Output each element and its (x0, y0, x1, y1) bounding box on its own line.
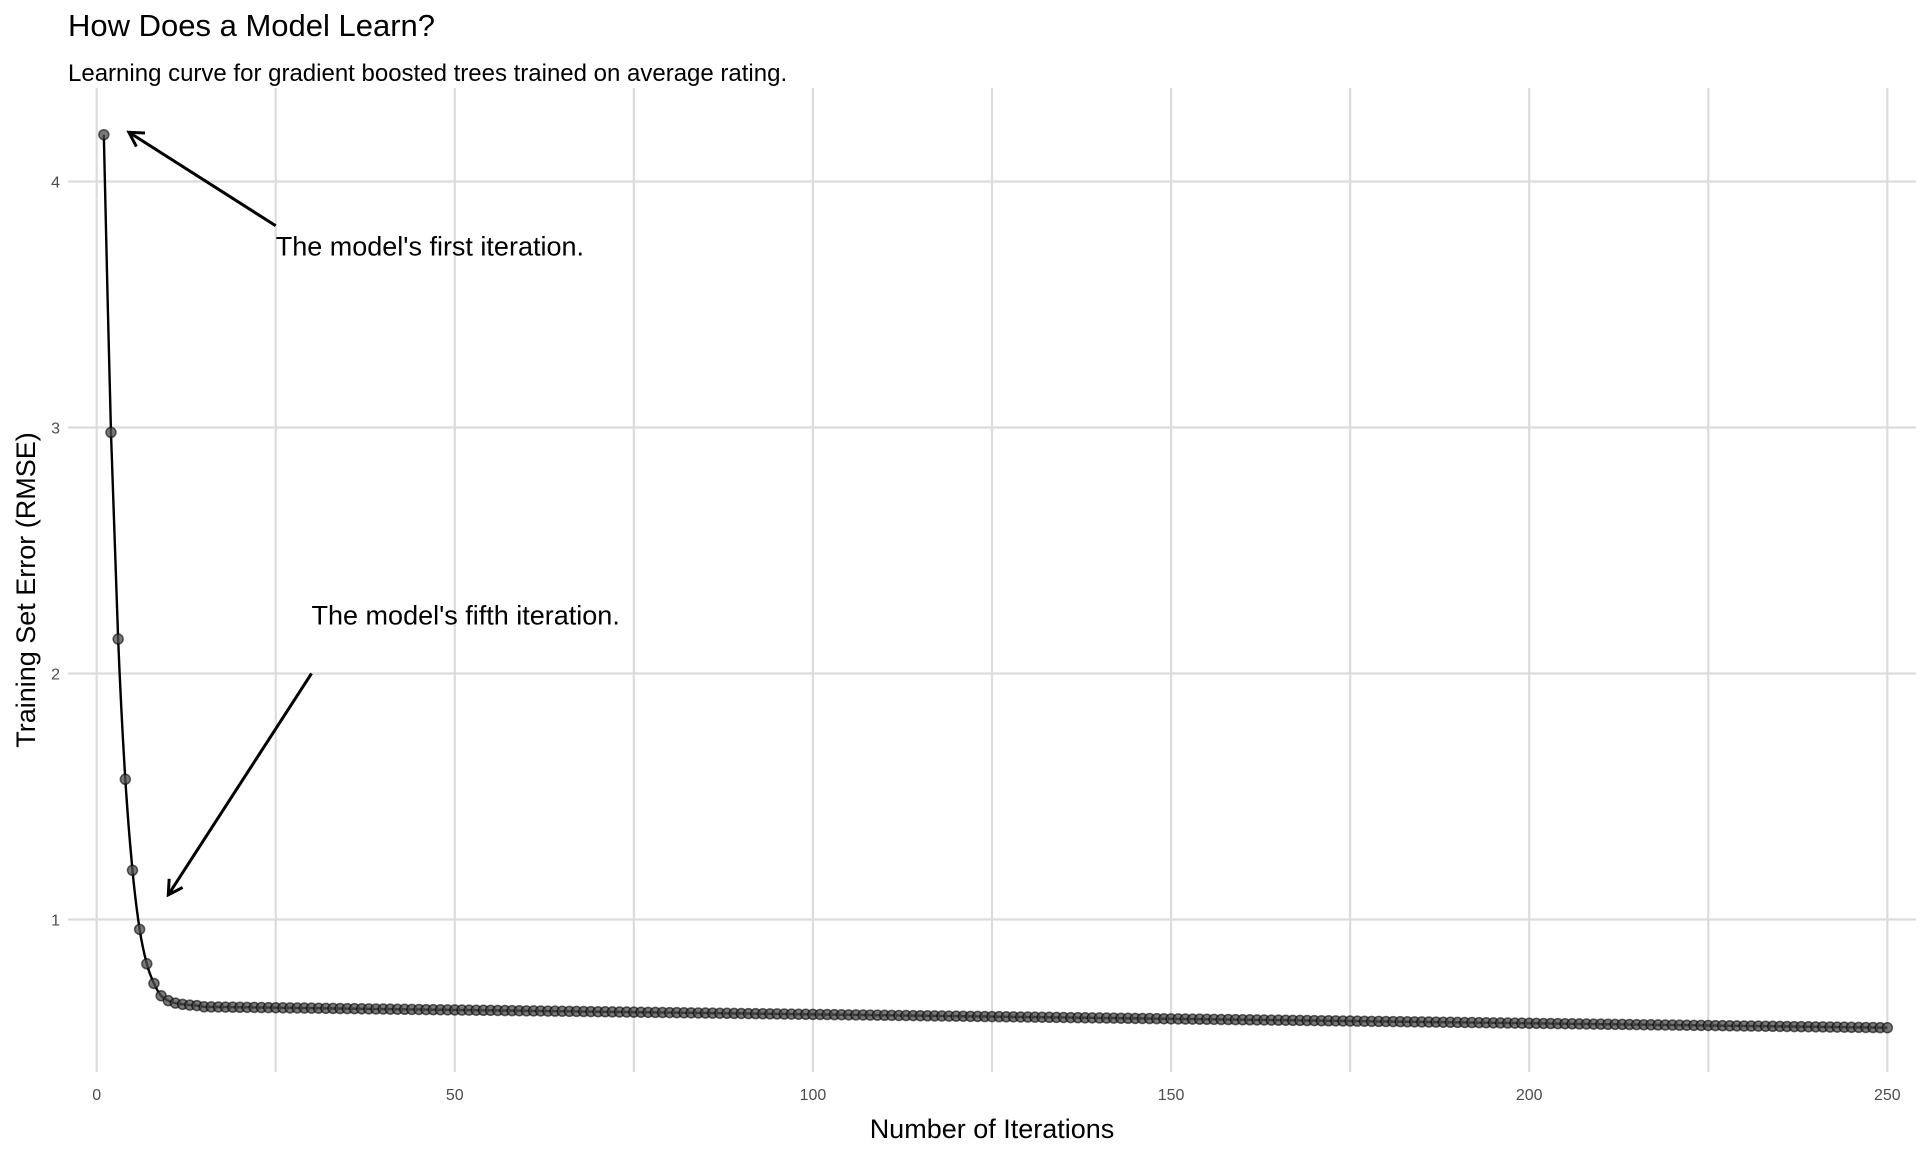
y-tick-label: 2 (51, 666, 60, 683)
annotation-arrow (166, 672, 313, 898)
data-point (1881, 1021, 1894, 1034)
annotation-label: The model's fifth iteration. (312, 600, 620, 630)
data-point (105, 426, 117, 439)
x-tick-label: 50 (446, 1087, 464, 1104)
x-tick-label: 250 (1874, 1087, 1901, 1104)
gridlines (68, 88, 1916, 1072)
data-point (112, 633, 124, 645)
x-tick-label: 100 (800, 1087, 827, 1104)
annotation-arrow (126, 130, 277, 228)
series-line (102, 134, 1888, 1029)
data-point (148, 977, 160, 990)
x-tick-label: 200 (1516, 1087, 1543, 1104)
tick-labels: 0 50 100 150 200 250 1 2 3 4 (51, 174, 1901, 1104)
y-tick-label: 1 (51, 912, 60, 929)
data-point (98, 128, 110, 141)
series-points (98, 128, 1894, 1034)
data-point (133, 923, 146, 936)
annotations: The model's first iteration. The model's … (126, 130, 620, 898)
data-point (126, 864, 139, 877)
y-tick-label: 3 (51, 420, 60, 437)
data-point (119, 773, 132, 786)
chart-subtitle: Learning curve for gradient boosted tree… (68, 60, 788, 87)
chart-title: How Does a Model Learn? (68, 8, 436, 43)
x-axis-title: Number of Iterations (870, 1114, 1115, 1144)
rmse-line (102, 134, 1888, 1029)
annotation-label: The model's first iteration. (276, 231, 584, 261)
data-point (141, 958, 153, 970)
x-tick-label: 150 (1158, 1087, 1185, 1104)
y-tick-label: 4 (51, 174, 60, 191)
x-tick-label: 0 (92, 1087, 101, 1104)
y-axis-title: Training Set Error (RMSE) (11, 432, 41, 748)
